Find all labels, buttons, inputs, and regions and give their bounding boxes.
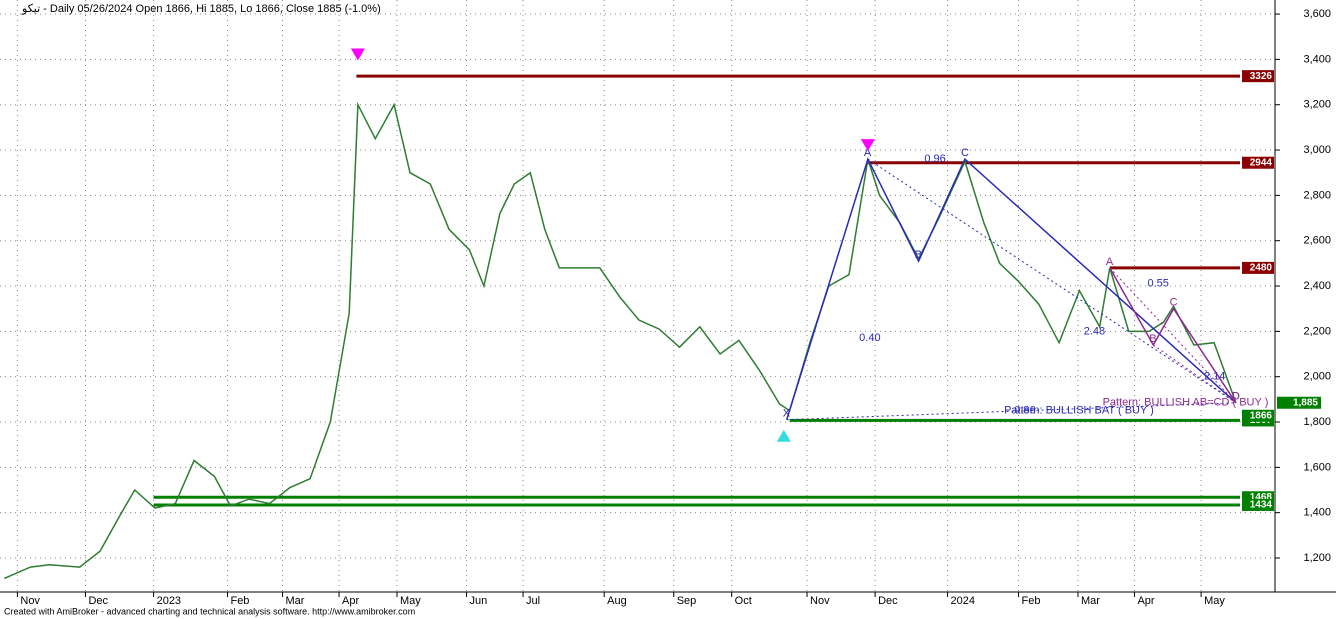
x-tick-label: 2024 [951,595,975,607]
x-tick-label: 2023 [157,595,181,607]
pattern-point-label: D [1232,391,1240,403]
x-tick-label: Aug [607,595,627,607]
chart-title: تيكو - Daily 05/26/2024 Open 1866, Hi 18… [21,3,381,15]
ratio-label: 0.86 [1014,405,1035,417]
pattern-point-label: C [961,147,969,159]
pattern-point-label: A [864,147,872,159]
level-label: 3326 [1250,71,1273,82]
x-tick-label: Feb [230,595,249,607]
ratio-label: 0.40 [859,332,880,344]
pattern-line [1109,267,1237,404]
x-tick-label: Jun [470,595,488,607]
y-tick-label: 1,800 [1303,416,1331,428]
x-tick-label: Sep [677,595,697,607]
level-label: 2480 [1250,263,1273,274]
ratio-label: 2.14 [1204,371,1225,383]
y-tick-label: 3,200 [1303,99,1331,111]
y-tick-label: 1,400 [1303,507,1331,519]
level-tag [1242,70,1274,83]
y-tick-label: 2,800 [1303,189,1331,201]
pivot-marker [776,429,791,442]
x-tick-label: Feb [1022,595,1041,607]
pattern-point-label: B [915,249,922,261]
price-tag [1242,409,1274,422]
pivot-marker [860,139,875,152]
pattern-line [785,157,1237,420]
y-tick-label: 3,600 [1303,8,1331,20]
footer: Created with AmiBroker - advanced charti… [4,606,415,616]
ratio-label: 0.55 [1148,278,1169,290]
x-tick-label: May [1204,595,1225,607]
pattern-name: Pattern: BULLISH BAT ( BUY ) [1004,405,1154,417]
pattern-name: Pattern: BULLISH AB=CD ( BUY ) [1103,397,1269,409]
x-tick-label: Jul [526,595,540,607]
y-tick-label: 2,400 [1303,280,1331,292]
pattern-diagonal [786,158,1237,421]
price-tag [1277,396,1321,409]
x-tick-label: Apr [1137,595,1154,607]
pivot-marker [350,48,365,61]
price-tag-label: 1,885 [1293,397,1318,408]
ratio-label: 0.96 [924,153,945,165]
x-tick-label: Mar [1081,595,1100,607]
pattern-point-label: B [1149,333,1156,345]
y-tick-label: 3,000 [1303,144,1331,156]
x-tick-label: Apr [342,595,359,607]
x-tick-label: Nov [20,595,40,607]
x-tick-label: Mar [286,595,305,607]
pattern-point-label: X [783,408,791,420]
y-tick-label: 1,200 [1303,552,1331,564]
x-tick-label: Nov [810,595,830,607]
x-tick-label: May [400,595,421,607]
y-tick-label: 2,600 [1303,235,1331,247]
level-tag [1242,498,1274,511]
level-label: 1468 [1250,492,1273,503]
price-tag-label: 1866 [1250,410,1273,421]
x-tick-label: Oct [735,595,752,607]
pattern-diagonal [1109,267,1237,404]
level-label: 2944 [1250,157,1273,168]
y-tick-label: 1,600 [1303,461,1331,473]
level-label: 1434 [1250,500,1273,511]
pattern-point-label: D [1232,391,1240,403]
y-tick-label: 3,400 [1303,53,1331,65]
x-tick-label: Dec [88,595,108,607]
price-line [4,101,1237,580]
level-tag [1242,156,1274,169]
y-tick-label: 2,000 [1303,371,1331,383]
x-tick-label: Dec [878,595,898,607]
ratio-label: 2.48 [1084,325,1105,337]
pattern-point-label: C [1170,297,1178,309]
pattern-point-label: A [1106,256,1114,268]
y-tick-label: 2,200 [1303,325,1331,337]
level-tag [1242,261,1274,274]
